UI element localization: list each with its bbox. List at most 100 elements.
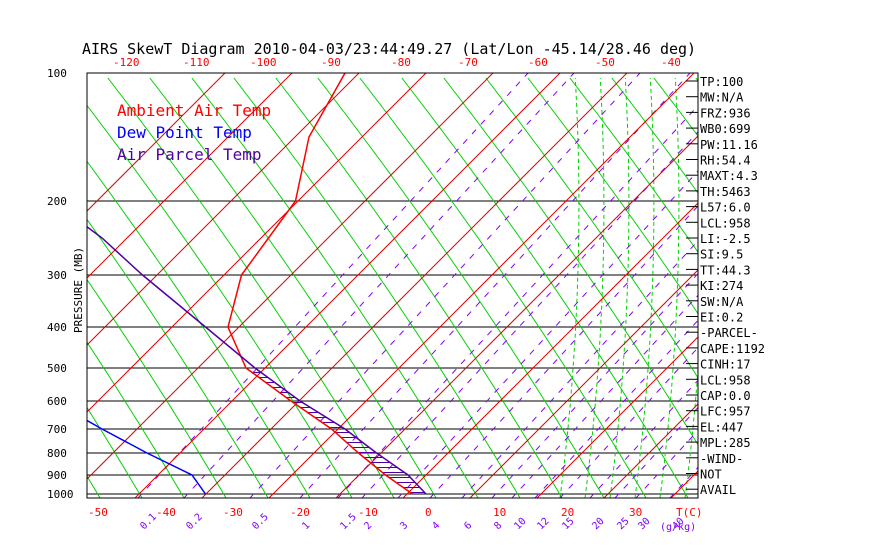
bottom-temp-label: 20 — [561, 506, 574, 519]
moist-adiabat — [634, 77, 655, 498]
bottom-temp-label: -50 — [88, 506, 108, 519]
pressure-tick-label: 800 — [47, 447, 67, 460]
index-label: LCL:958 — [700, 216, 751, 230]
index-label: TT:44.3 — [700, 263, 751, 277]
dry-adiabat — [87, 218, 269, 498]
index-label: MPL:285 — [700, 436, 751, 450]
isotherm — [87, 73, 494, 480]
index-label: CINH:17 — [700, 358, 751, 372]
bottom-temp-label: -30 — [223, 506, 243, 519]
dry-adiabat — [0, 78, 16, 498]
top-temp-label: -60 — [528, 56, 548, 69]
y-axis-label: PRESSURE (MB) — [72, 247, 85, 333]
legend-entry: Ambient Air Temp — [117, 101, 271, 120]
index-label: SI:9.5 — [700, 248, 743, 262]
top-temp-label: -100 — [250, 56, 277, 69]
mixing-ratio-line — [461, 240, 698, 498]
dry-adiabat — [611, 77, 698, 194]
mixing-ratio-line — [337, 104, 698, 498]
cape-hatch — [246, 368, 426, 494]
index-label: KI:274 — [700, 279, 743, 293]
mixing-ratio-line — [534, 319, 698, 498]
mixing-ratio-label: 12 — [535, 516, 551, 532]
mixing-ratio-line — [589, 379, 698, 498]
isotherm — [805, 73, 870, 498]
dry-adiabat — [87, 104, 353, 498]
moist-adiabat — [760, 78, 779, 498]
pressure-tick-label: 500 — [47, 362, 67, 375]
dry-adiabat — [401, 77, 689, 498]
index-label: TP:100 — [700, 75, 743, 89]
dry-adiabat — [359, 77, 647, 498]
bottom-temp-label: 30 — [629, 506, 642, 519]
dry-adiabat — [87, 160, 311, 498]
cape-area — [246, 368, 426, 494]
pressure-tick-label: 200 — [47, 195, 67, 208]
dry-adiabat — [317, 77, 605, 498]
index-label: MW:N/A — [700, 91, 744, 105]
isotherm — [87, 73, 360, 346]
mixing-ratio-label: 4 — [430, 520, 442, 532]
mixing-ratio-line — [614, 406, 698, 498]
top-temp-label: -120 — [113, 56, 140, 69]
series-line — [227, 73, 413, 495]
pressure-tick-label: 400 — [47, 321, 67, 334]
legend: Ambient Air Temp Dew Point Temp Air Parcel… — [117, 101, 271, 164]
index-label: WB0:699 — [700, 122, 751, 136]
legend-entry: Air Parcel Temp — [117, 145, 262, 164]
index-label: LFC:957 — [700, 405, 751, 419]
top-temp-label: -70 — [458, 56, 478, 69]
index-label: PW:11.16 — [700, 138, 758, 152]
isotherm — [87, 73, 226, 212]
index-label: AVAIL — [700, 483, 736, 497]
dry-adiabat — [107, 77, 395, 498]
index-label: EI:0.2 — [700, 311, 743, 325]
mixing-ratio-label: 10 — [512, 516, 528, 532]
mixing-ratio-label: 0.5 — [250, 512, 271, 533]
dry-adiabat — [569, 77, 698, 254]
mixing-ratio-label: 1 — [300, 520, 312, 532]
dry-adiabat — [233, 77, 521, 498]
mixing-ratio-line — [183, 73, 575, 498]
isotherm — [738, 73, 870, 498]
bottom-unit-label: T(C) — [676, 506, 703, 519]
mixing-ratio-label: 6 — [462, 520, 474, 532]
top-temp-label: -110 — [183, 56, 210, 69]
index-label: -PARCEL- — [700, 326, 758, 340]
index-label: LCL:958 — [700, 373, 751, 387]
moist-adiabat — [785, 78, 804, 498]
mixing-ratio-line — [429, 205, 698, 498]
index-label: SW:N/A — [700, 295, 744, 309]
top-temp-label: -40 — [661, 56, 681, 69]
dry-adiabat — [87, 278, 227, 498]
index-label: NOT — [700, 468, 722, 482]
isotherm — [201, 73, 628, 498]
series-line — [87, 419, 207, 495]
bottom-temp-label: 10 — [493, 506, 506, 519]
legend-entry: Dew Point Temp — [117, 123, 252, 142]
moist-adiabat — [684, 361, 698, 498]
index-label: CAP:0.0 — [700, 389, 751, 403]
chart-title: AIRS SkewT Diagram 2010-04-03/23:44:49.2… — [82, 40, 696, 58]
top-temp-label: -50 — [595, 56, 615, 69]
dry-adiabat — [149, 77, 437, 498]
index-label: MAXT:4.3 — [700, 169, 758, 183]
pressure-tick-label: 900 — [47, 469, 67, 482]
pressure-tick-label: 700 — [47, 423, 67, 436]
mixing-ratio-line — [635, 429, 698, 498]
index-label: RH:54.4 — [700, 154, 751, 168]
isotherm — [87, 73, 427, 413]
index-label: CAPE:1192 — [700, 342, 765, 356]
dry-adiabat — [653, 77, 698, 137]
isotherm — [603, 403, 698, 498]
isotherm — [134, 73, 561, 498]
mixing-ratio-line — [511, 294, 698, 498]
moist-adiabat — [609, 77, 630, 498]
grid — [0, 73, 870, 498]
isotherm — [469, 269, 698, 498]
mixing-ratio-unit: (g/kg) — [660, 522, 696, 533]
mixing-ratio-label: 1.5 — [338, 512, 359, 533]
pressure-tick-label: 1000 — [47, 488, 74, 501]
